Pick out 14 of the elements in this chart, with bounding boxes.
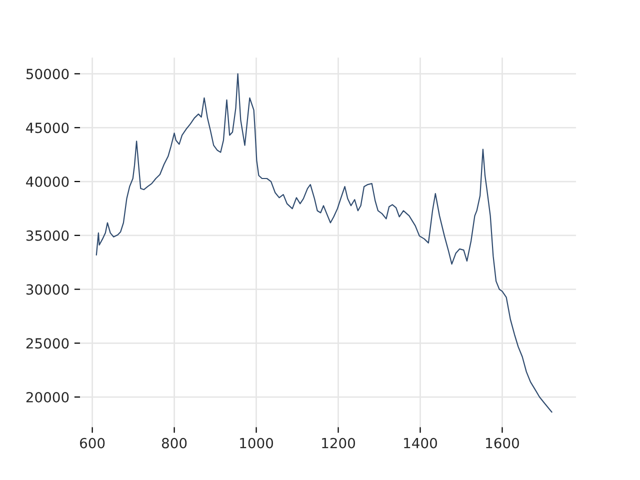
line-series bbox=[96, 73, 552, 413]
y-tick-label: 45000 bbox=[26, 122, 69, 134]
x-tick-label: 1600 bbox=[486, 438, 519, 448]
x-tick-label: 1000 bbox=[240, 438, 274, 448]
y-tick-label: 35000 bbox=[26, 230, 69, 241]
y-tick-label: 25000 bbox=[26, 338, 69, 349]
x-tick-label: 1200 bbox=[322, 438, 355, 448]
y-tick-label: 40000 bbox=[26, 176, 69, 187]
x-tick-label: 800 bbox=[162, 438, 187, 448]
y-tick-label: 20000 bbox=[26, 392, 69, 403]
x-tick-label: 1400 bbox=[404, 438, 437, 448]
y-tick-label: 50000 bbox=[26, 68, 69, 80]
y-tick-label: 30000 bbox=[26, 284, 69, 295]
x-tick-label: 600 bbox=[80, 438, 105, 448]
